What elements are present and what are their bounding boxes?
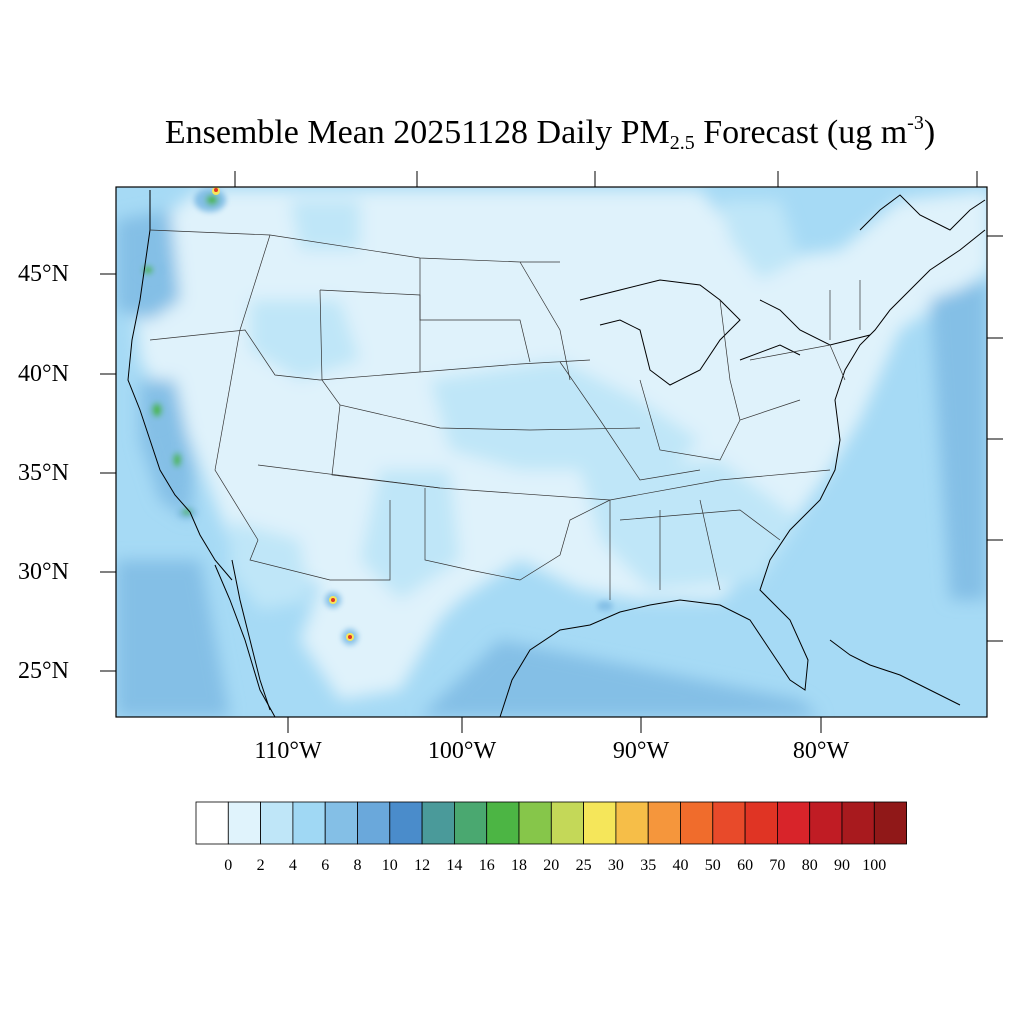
colorbar-level-label: 50 bbox=[704, 857, 721, 874]
colorbar-swatch bbox=[647, 801, 681, 845]
colorbar-level-label: 25 bbox=[575, 857, 592, 874]
colorbar-level-label: 90 bbox=[834, 857, 850, 874]
lat-label-25n: 25°N bbox=[18, 658, 69, 684]
colorbar-level-label: 4 bbox=[288, 857, 297, 874]
concentration-field bbox=[116, 190, 987, 717]
colorbar-swatch bbox=[518, 801, 552, 845]
colorbar-level-label: 30 bbox=[607, 857, 624, 874]
hotspot-cores bbox=[212, 187, 354, 641]
title-units: Forecast (ug m bbox=[694, 114, 908, 151]
colorbar-level-label: 16 bbox=[478, 857, 495, 874]
colorbar-swatch bbox=[583, 801, 617, 845]
colorbar-swatch bbox=[486, 801, 520, 845]
axis-ticks bbox=[100, 171, 1003, 733]
colorbar-level-label: 20 bbox=[543, 857, 560, 874]
colorbar-level-label: 6 bbox=[321, 857, 330, 874]
title-subscript: 2.5 bbox=[669, 132, 695, 154]
colorbar-swatch bbox=[680, 801, 714, 845]
title-text: Ensemble Mean 20251128 Daily PM bbox=[164, 114, 670, 151]
colorbar-swatch bbox=[712, 801, 746, 845]
colorbar-swatch bbox=[227, 801, 262, 845]
colorbar-level-label: 10 bbox=[381, 857, 398, 874]
colorbar-level-label: 14 bbox=[446, 857, 463, 874]
state-borders bbox=[149, 229, 861, 600]
colorbar-swatch bbox=[809, 801, 843, 845]
colorbar-level-label: 60 bbox=[737, 857, 754, 874]
colorbar-level-label: 100 bbox=[862, 857, 887, 874]
colorbar-swatch bbox=[357, 801, 391, 845]
lon-label-100w: 100°W bbox=[427, 738, 497, 764]
colorbar-swatch bbox=[873, 801, 907, 845]
colorbar-level-label: 0 bbox=[224, 857, 233, 874]
colorbar-swatch bbox=[744, 801, 778, 845]
lon-label-110w: 110°W bbox=[254, 738, 322, 764]
colorbar-swatch bbox=[195, 801, 229, 845]
lat-label-45n: 45°N bbox=[18, 261, 69, 287]
lat-label-35n: 35°N bbox=[18, 460, 69, 486]
colorbar-swatch bbox=[421, 801, 455, 845]
colorbar-level-label: 12 bbox=[414, 857, 431, 874]
colorbar-swatch bbox=[260, 801, 294, 845]
colorbar-level-label: 2 bbox=[256, 857, 265, 874]
colorbar-swatch bbox=[615, 801, 649, 845]
colorbar-level-label: 80 bbox=[801, 857, 818, 874]
colorbar-swatch bbox=[841, 801, 875, 845]
colorbar-swatch bbox=[777, 801, 811, 845]
pollution-hotspots bbox=[136, 188, 613, 645]
lon-label-80w: 80°W bbox=[792, 738, 850, 764]
colorbar-level-label: 40 bbox=[672, 857, 689, 874]
colorbar-swatch bbox=[453, 801, 488, 845]
coastlines bbox=[127, 190, 986, 717]
colorbar-swatch bbox=[389, 801, 423, 845]
colorbar-swatch bbox=[550, 801, 584, 845]
map-frame bbox=[115, 186, 988, 718]
colorbar-level-label: 35 bbox=[640, 857, 657, 874]
lon-label-90w: 90°W bbox=[612, 738, 670, 764]
colorbar-level-label: 8 bbox=[353, 857, 362, 874]
title-superscript: -3 bbox=[907, 112, 924, 134]
colorbar-swatch bbox=[324, 801, 358, 845]
colorbar-swatch bbox=[292, 801, 326, 845]
title-close: ) bbox=[923, 114, 936, 151]
map-title: Ensemble Mean 20251128 Daily PM2.5 Forec… bbox=[0, 112, 1024, 155]
colorbar-level-label: 70 bbox=[769, 857, 786, 874]
lat-label-40n: 40°N bbox=[18, 361, 69, 387]
colorbar-level-label: 18 bbox=[511, 857, 527, 874]
lat-label-30n: 30°N bbox=[18, 559, 69, 585]
